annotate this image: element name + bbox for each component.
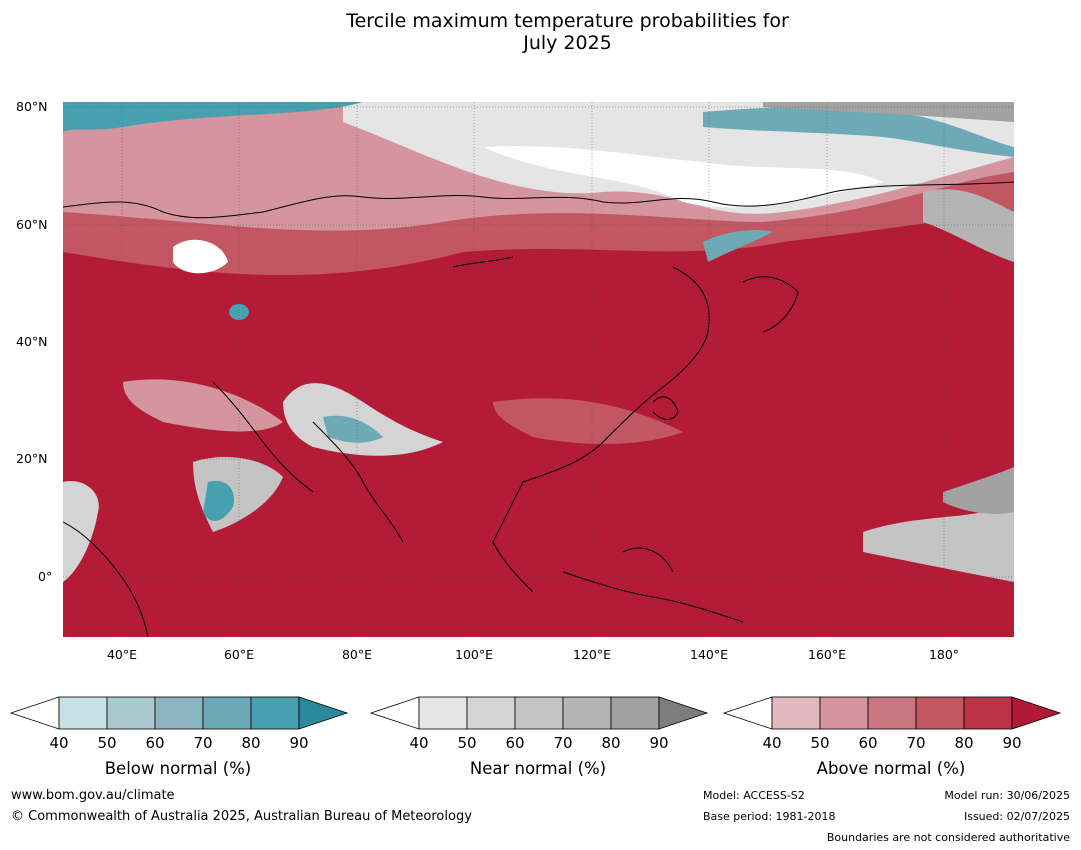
disclaimer-text: Boundaries are not considered authoritat… xyxy=(826,831,1070,844)
colorbar-segment xyxy=(771,696,821,730)
colorbar-segment xyxy=(915,696,965,730)
lat-label-20n: 20°N xyxy=(16,451,48,466)
colorbar-below-normal xyxy=(9,696,349,732)
model-run-text: Model run: 30/06/2025 xyxy=(944,789,1070,802)
lon-label-120e: 120°E xyxy=(572,647,612,662)
colorbar-segment xyxy=(867,696,917,730)
map-title: Tercile maximum temperature probabilitie… xyxy=(0,10,1081,54)
colorbar-tick-label: 40 xyxy=(762,734,782,752)
pacific-near-normal xyxy=(863,502,1014,582)
colorbar-tick-label: 60 xyxy=(145,734,165,752)
colorbar-tick-label: 70 xyxy=(553,734,573,752)
colorbar-below-svg xyxy=(9,696,349,730)
colorbar-segment xyxy=(58,696,108,730)
map-title-line1: Tercile maximum temperature probabilitie… xyxy=(346,10,789,32)
colorbar-below-label: Below normal (%) xyxy=(104,759,252,778)
pacific-above-70 xyxy=(493,398,683,444)
colorbar-tick-label: 60 xyxy=(505,734,525,752)
colorbar-tick-label: 90 xyxy=(1002,734,1022,752)
coastlines xyxy=(63,181,1014,637)
colorbar-tick-label: 90 xyxy=(649,734,669,752)
tibet-near-normal xyxy=(283,383,443,456)
colorbar-segment xyxy=(202,696,252,730)
arctic-below-east xyxy=(703,107,1014,157)
colorbar-extend-low xyxy=(369,696,420,730)
lon-label-140e: 140°E xyxy=(689,647,729,662)
colorbar-segment xyxy=(819,696,869,730)
colorbar-extend-high xyxy=(1011,696,1062,730)
base-period-text: Base period: 1981-2018 xyxy=(703,810,836,823)
africa-near-normal xyxy=(63,481,99,582)
colorbar-segment xyxy=(963,696,1013,730)
tibet-below xyxy=(323,415,383,443)
model-text: Model: ACCESS-S2 xyxy=(703,789,805,802)
lon-label-40e: 40°E xyxy=(106,647,138,662)
colorbar-near-normal xyxy=(369,696,709,732)
gridlines xyxy=(63,102,1014,637)
colorbar-tick-label: 90 xyxy=(289,734,309,752)
lat-label-0: 0° xyxy=(38,569,53,584)
colorbar-extend-high xyxy=(658,696,709,730)
east-siberia-near-normal xyxy=(923,189,1014,262)
colorbar-near-svg xyxy=(369,696,709,730)
pacific-near-80 xyxy=(943,467,1014,514)
okhotsk-below xyxy=(703,230,773,262)
colorbar-extend-high xyxy=(298,696,349,730)
copyright-text: © Commonwealth of Australia 2025, Austra… xyxy=(11,809,472,824)
colorbar-near-label: Near normal (%) xyxy=(469,759,607,778)
colorbar-segment xyxy=(610,696,660,730)
lat-label-60n: 60°N xyxy=(16,217,48,232)
lat-label-80n: 80°N xyxy=(16,99,48,114)
lon-label-160e: 160°E xyxy=(807,647,847,662)
colorbar-tick-label: 40 xyxy=(49,734,69,752)
colorbar-tick-label: 50 xyxy=(457,734,477,752)
colorbar-above-label: Above normal (%) xyxy=(816,759,966,778)
colorbar-tick-label: 80 xyxy=(241,734,261,752)
colorbar-tick-label: 70 xyxy=(193,734,213,752)
map-title-line2: July 2025 xyxy=(523,32,612,54)
central-asia-above-50 xyxy=(123,379,283,432)
horn-below xyxy=(203,480,234,522)
lat-label-40n: 40°N xyxy=(16,334,48,349)
colorbar-tick-label: 70 xyxy=(906,734,926,752)
colorbar-tick-label: 50 xyxy=(810,734,830,752)
colorbar-segment xyxy=(514,696,564,730)
colorbar-tick-label: 50 xyxy=(97,734,117,752)
colorbar-segment xyxy=(250,696,300,730)
colorbar-segment xyxy=(418,696,468,730)
map-canvas xyxy=(63,102,1014,637)
lon-label-180: 180° xyxy=(928,647,960,662)
probability-map xyxy=(63,102,1014,637)
white-patch-west xyxy=(173,239,228,274)
colorbar-above-normal xyxy=(722,696,1062,732)
issued-text: Issued: 02/07/2025 xyxy=(963,810,1070,823)
colorbar-segment xyxy=(466,696,516,730)
website-link[interactable]: www.bom.gov.au/climate xyxy=(11,788,175,803)
colorbar-tick-label: 40 xyxy=(409,734,429,752)
lon-label-100e: 100°E xyxy=(454,647,494,662)
colorbar-extend-low xyxy=(722,696,773,730)
colorbar-tick-label: 80 xyxy=(954,734,974,752)
arctic-below-west xyxy=(63,102,363,132)
lon-label-60e: 60°E xyxy=(223,647,255,662)
colorbar-segment xyxy=(562,696,612,730)
colorbar-segment xyxy=(106,696,156,730)
lon-label-80e: 80°E xyxy=(341,647,373,662)
colorbar-tick-label: 80 xyxy=(601,734,621,752)
colorbar-segment xyxy=(154,696,204,730)
colorbar-tick-label: 60 xyxy=(858,734,878,752)
white-siberia xyxy=(483,145,883,208)
colorbar-above-svg xyxy=(722,696,1062,730)
colorbar-extend-low xyxy=(9,696,60,730)
